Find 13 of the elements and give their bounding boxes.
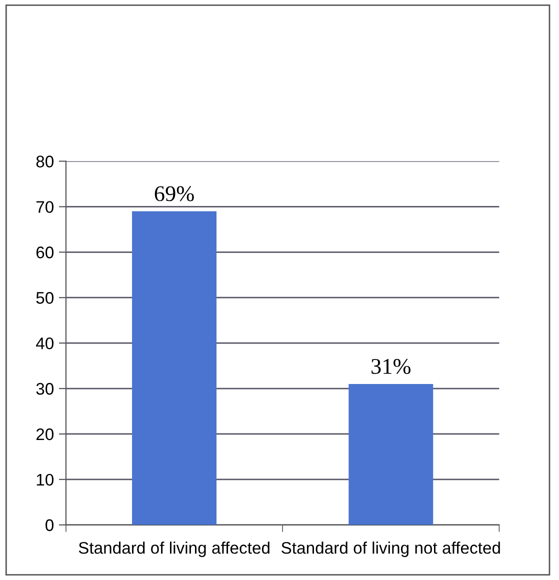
data-label: 69% bbox=[154, 186, 194, 202]
y-tick-label: 80 bbox=[36, 156, 54, 168]
data-label: 31% bbox=[372, 358, 410, 374]
y-tick-label: 10 bbox=[36, 474, 54, 486]
y-tick-label: 60 bbox=[36, 246, 54, 258]
y-tick-label: 70 bbox=[36, 201, 54, 213]
y-tick-label: 0 bbox=[46, 519, 54, 532]
y-tick-label: 40 bbox=[36, 337, 54, 350]
y-tick-label: 20 bbox=[36, 428, 54, 440]
x-tick-label: Standard of living affected bbox=[78, 542, 270, 558]
y-tick-label: 50 bbox=[36, 292, 54, 304]
x-tick-label: Standard of living not affected bbox=[282, 542, 500, 558]
y-tick-label: 30 bbox=[36, 382, 54, 395]
